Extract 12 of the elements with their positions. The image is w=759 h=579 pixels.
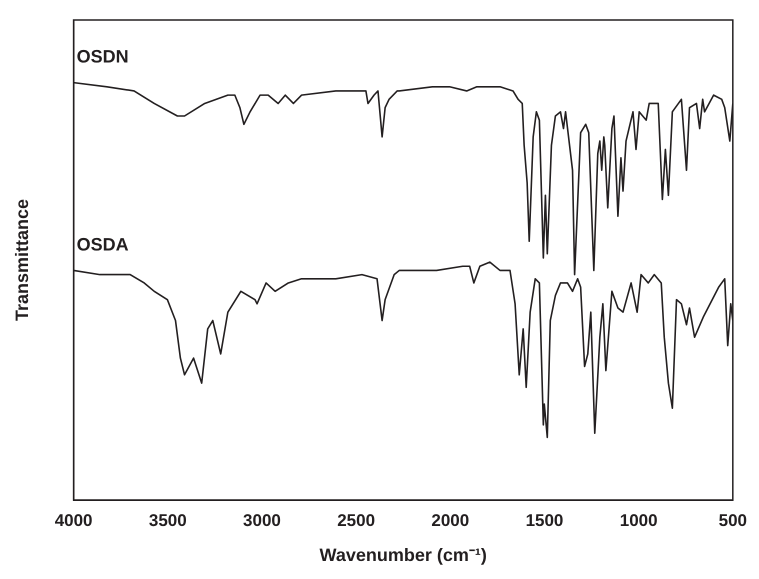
x-tick-label: 500 bbox=[718, 510, 748, 530]
x-tick-label: 1500 bbox=[526, 510, 564, 530]
x-tick-label: 2500 bbox=[337, 510, 376, 530]
x-tick-label: 4000 bbox=[54, 510, 93, 530]
x-tick-label: 3000 bbox=[243, 510, 281, 530]
x-axis-title: Wavenumber (cm⁻¹) bbox=[320, 545, 487, 566]
x-tick-label: 2000 bbox=[431, 510, 470, 530]
y-axis-title: Transmittance bbox=[12, 198, 32, 322]
x-tick-label: 3500 bbox=[148, 510, 187, 530]
x-tick-label: 1000 bbox=[620, 510, 658, 530]
series-label: OSDA bbox=[76, 234, 129, 254]
series-label: OSDN bbox=[76, 46, 129, 67]
